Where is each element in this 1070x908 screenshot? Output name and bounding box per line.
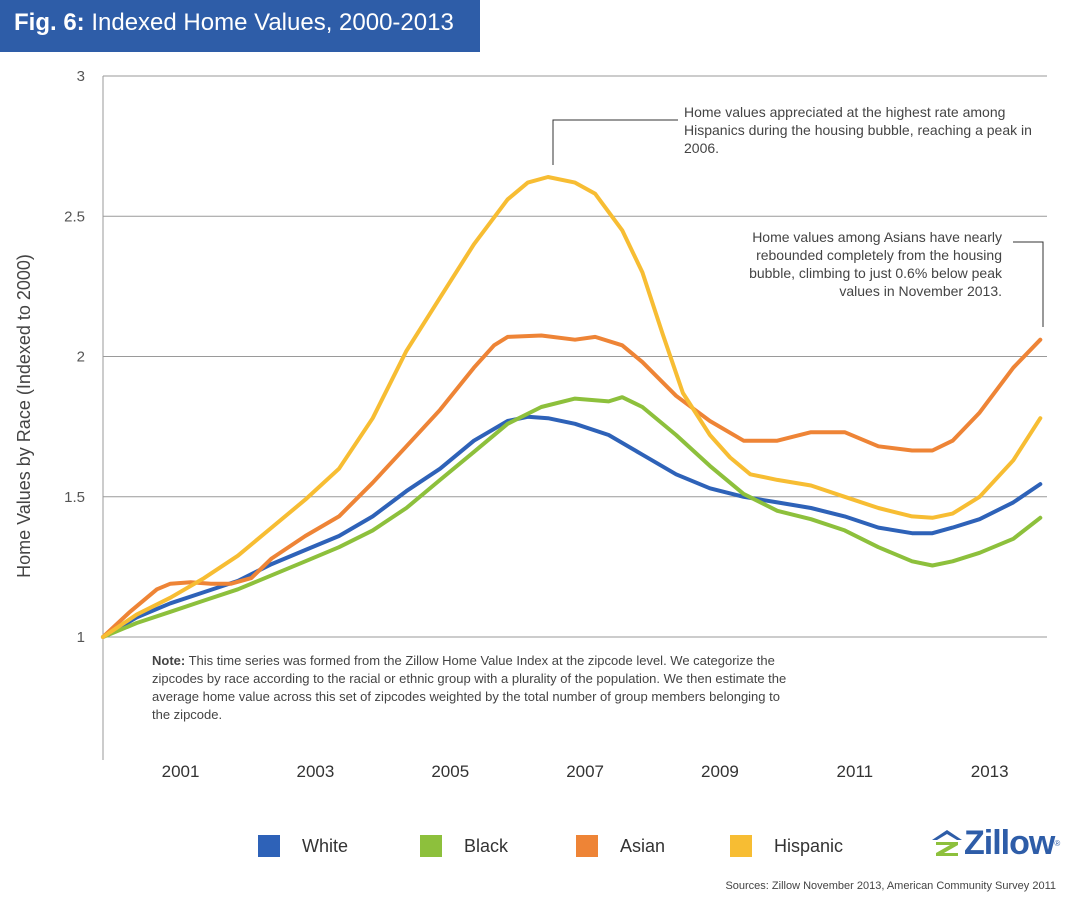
legend-swatch-white xyxy=(258,835,280,857)
x-tick-label: 2003 xyxy=(296,762,334,781)
legend-label-black: Black xyxy=(464,835,509,856)
legend-swatch-asian xyxy=(576,835,598,857)
zillow-logo-icon xyxy=(932,830,962,856)
line-chart: 1 1.5 2 2.5 3 2001 2003 2005 2007 2009 2011 2013 Hom… xyxy=(14,68,1047,781)
legend-label-asian: Asian xyxy=(620,835,666,856)
y-axis-label: Home Values by Race (Indexed to 2000) xyxy=(14,254,34,578)
figure-title: Fig. 6: Indexed Home Values, 2000-2013 xyxy=(0,0,480,52)
x-tick-label: 2001 xyxy=(162,762,200,781)
figure-title-prefix: Fig. 6: xyxy=(14,9,85,36)
legend-item-white: White xyxy=(258,828,348,864)
legend-label-white: White xyxy=(302,835,349,856)
annotation-leader-hispanic xyxy=(552,119,678,165)
note-text: This time series was formed from the Zil… xyxy=(152,653,787,722)
x-tick-label: 2013 xyxy=(971,762,1009,781)
x-tick-label: 2005 xyxy=(431,762,469,781)
series-line-white xyxy=(101,414,1043,639)
legend-item-asian: Asian xyxy=(576,828,665,864)
x-tick-label: 2007 xyxy=(566,762,604,781)
legend-swatch-hispanic xyxy=(730,835,752,857)
x-tick-label: 2009 xyxy=(701,762,739,781)
series-line-hispanic xyxy=(101,175,1043,639)
zillow-logo: Zillow ® xyxy=(930,826,1060,860)
sources-text: Sources: Zillow November 2013, American … xyxy=(725,880,1056,892)
annotation-asian: Home values among Asians have nearly reb… xyxy=(749,229,1002,299)
chart-legend: White Black Asian Hispanic xyxy=(0,828,1070,864)
zillow-logo-text: Zillow xyxy=(964,824,1055,862)
y-tick-label: 1 xyxy=(77,629,85,646)
figure-title-text: Indexed Home Values, 2000-2013 xyxy=(91,9,454,36)
chart-note: Note: This time series was formed from t… xyxy=(152,652,792,724)
y-tick-label: 2.5 xyxy=(64,208,85,225)
y-tick-label: 2 xyxy=(77,349,85,366)
legend-item-hispanic: Hispanic xyxy=(730,828,843,864)
legend-item-black: Black xyxy=(420,828,508,864)
annotation-leader-asian xyxy=(1013,241,1044,327)
note-label: Note: xyxy=(152,653,186,668)
legend-label-hispanic: Hispanic xyxy=(774,835,844,856)
legend-swatch-black xyxy=(420,835,442,857)
y-tick-label: 3 xyxy=(77,68,85,85)
zillow-logo-reg: ® xyxy=(1054,838,1061,848)
y-tick-label: 1.5 xyxy=(64,489,85,506)
annotation-hispanic: Home values appreciated at the highest r… xyxy=(684,104,1032,156)
series-line-asian xyxy=(101,333,1043,639)
series-line-black xyxy=(101,395,1043,639)
x-tick-label: 2011 xyxy=(837,762,874,781)
